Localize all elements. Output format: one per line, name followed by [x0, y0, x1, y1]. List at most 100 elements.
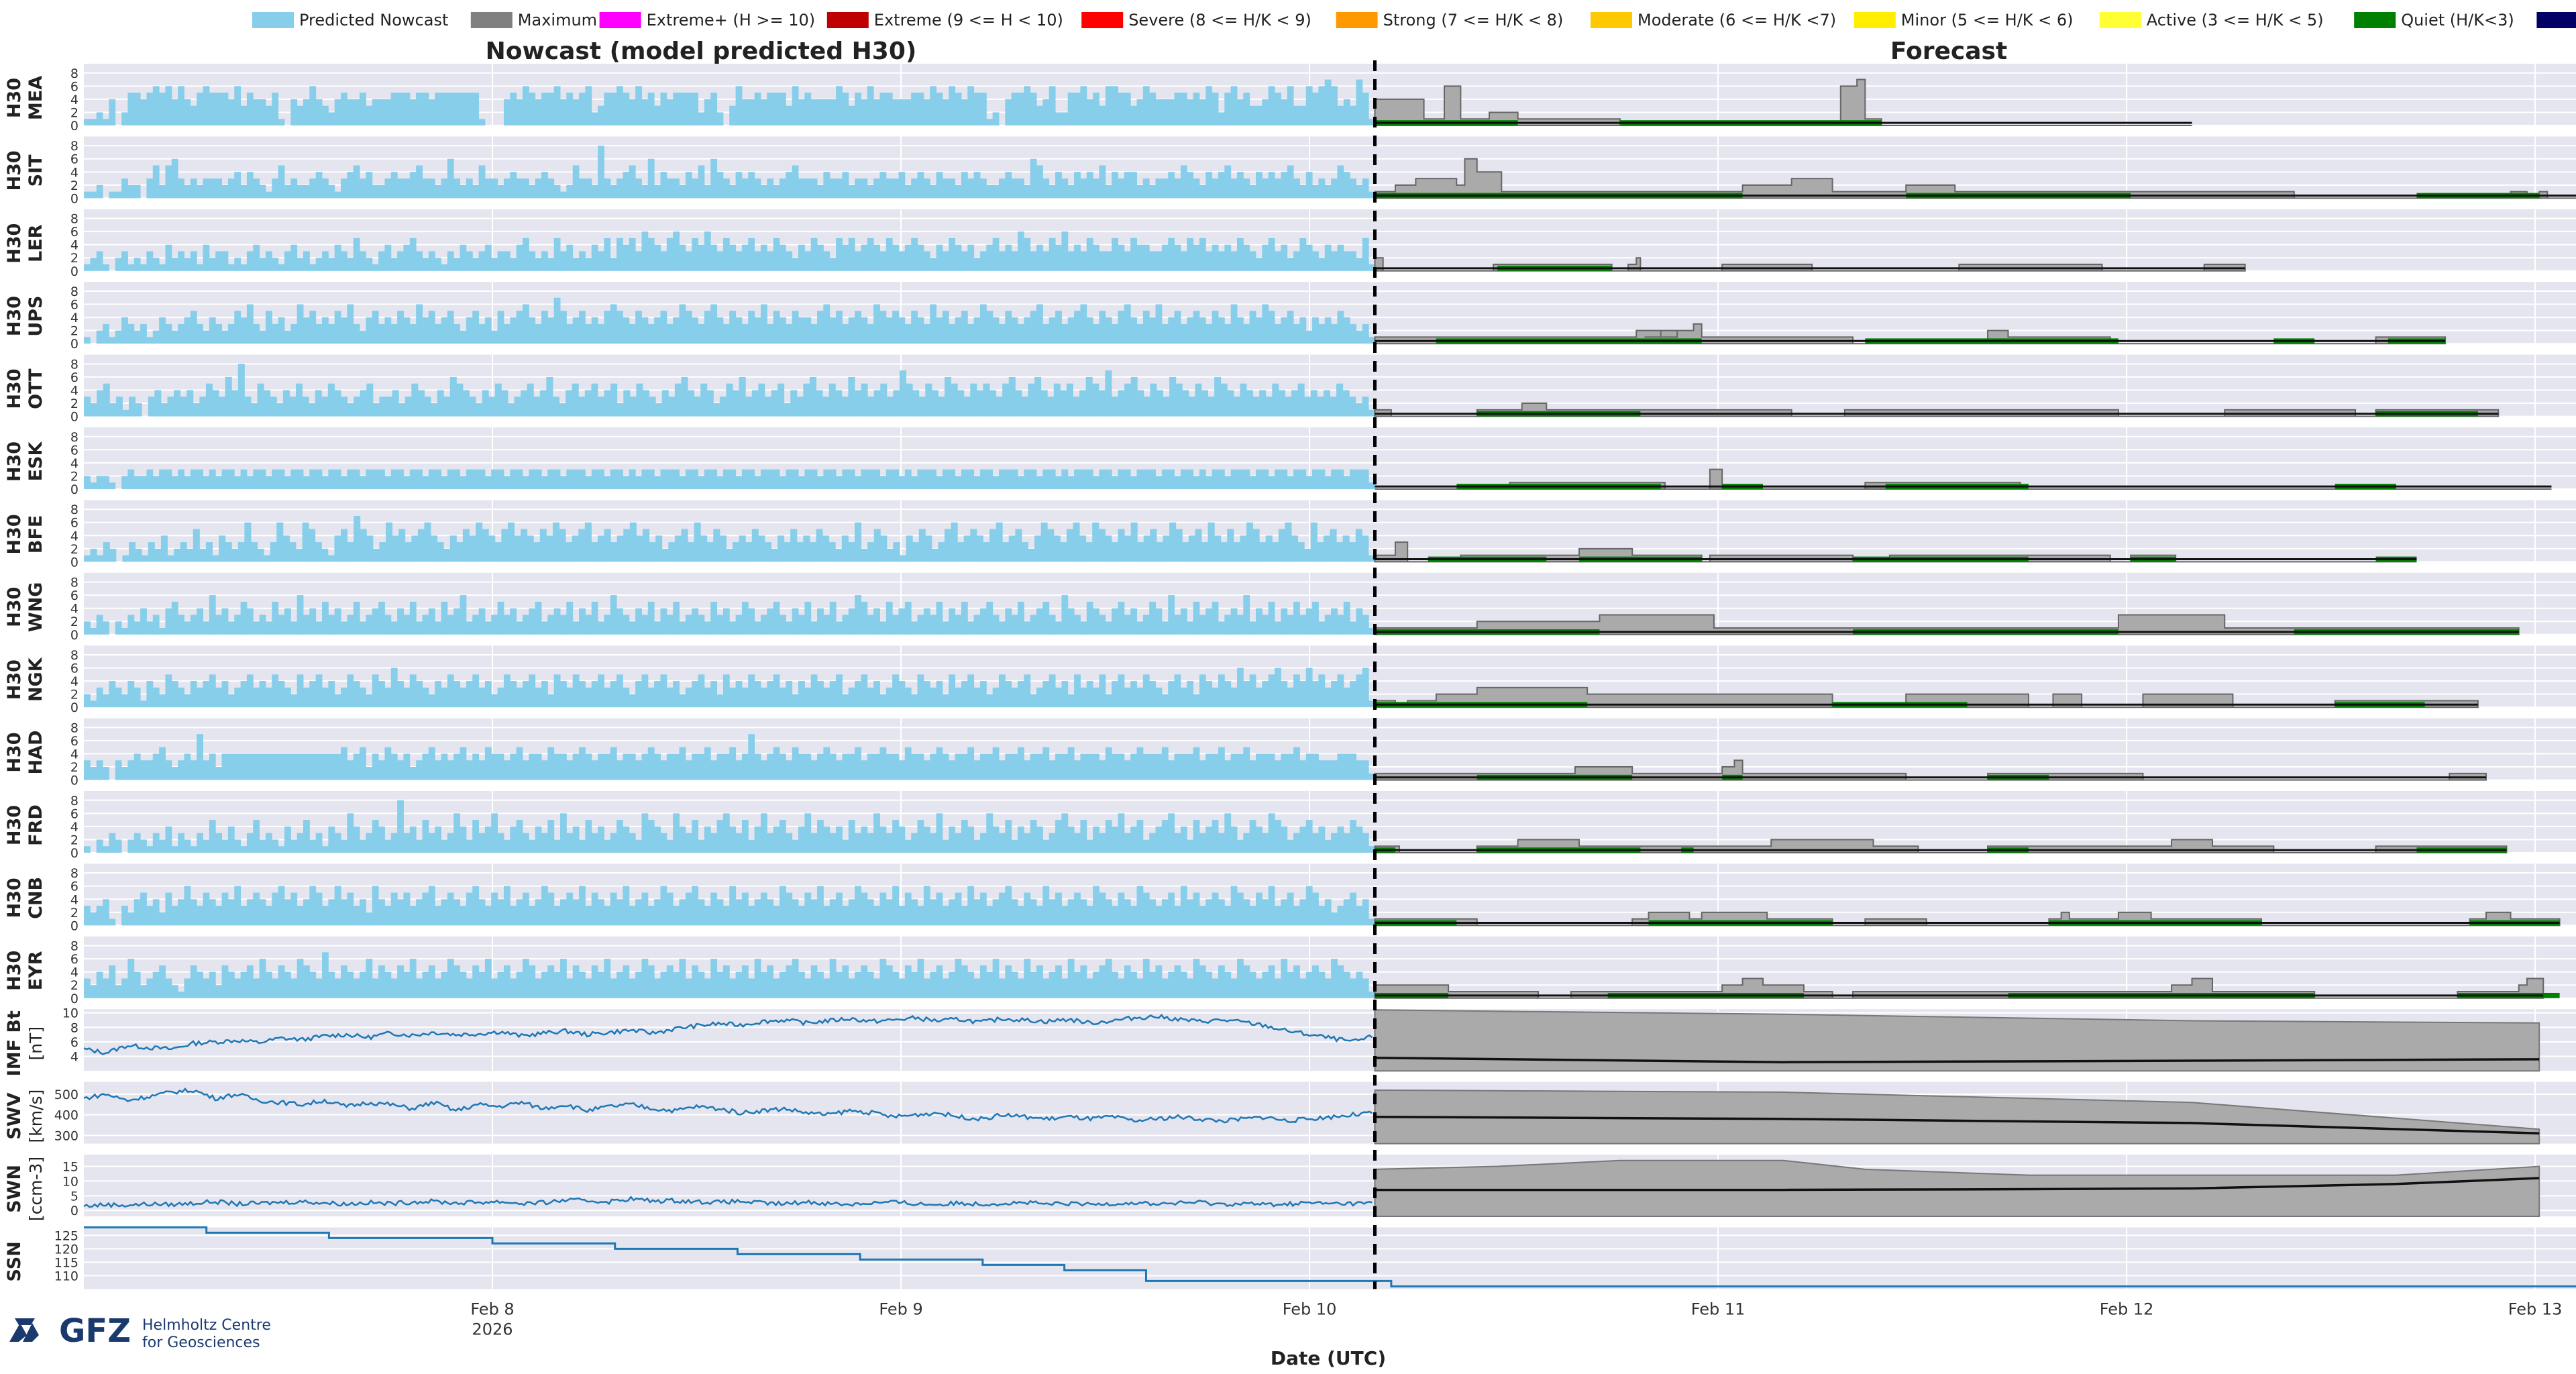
nowcast-bar	[1205, 608, 1213, 635]
nowcast-bar	[272, 93, 279, 125]
nowcast-bar	[1195, 383, 1202, 417]
nowcast-bar	[328, 899, 335, 926]
nowcast-bar	[1105, 694, 1112, 708]
nowcast-bar	[1230, 178, 1238, 199]
nowcast-bar	[1061, 231, 1069, 271]
nowcast-bar	[722, 237, 730, 271]
nowcast-bar	[1099, 165, 1106, 199]
nowcast-bar	[193, 529, 200, 562]
nowcast-bar	[1036, 965, 1043, 998]
nowcast-bar	[514, 535, 521, 562]
nowcast-bar	[986, 753, 994, 780]
nowcast-bar	[1118, 469, 1125, 489]
nowcast-bar	[96, 906, 103, 926]
nowcast-bar	[122, 409, 129, 417]
nowcast-bar	[516, 687, 523, 708]
nowcast-bar	[591, 965, 598, 998]
nowcast-bar	[892, 615, 899, 635]
nowcast-bar	[315, 892, 323, 926]
nowcast-bar	[1275, 906, 1281, 926]
nowcast-bar	[754, 317, 761, 344]
nowcast-bar	[930, 615, 937, 635]
panel-label: H30	[4, 659, 25, 700]
nowcast-bar	[1249, 311, 1256, 344]
nowcast-bar	[491, 813, 498, 853]
nowcast-bar	[366, 172, 373, 199]
nowcast-bar	[1275, 178, 1281, 199]
nowcast-bar	[265, 105, 272, 125]
nowcast-bar	[911, 178, 918, 199]
nowcast-bar	[1236, 469, 1244, 489]
nowcast-bar	[209, 317, 216, 344]
nowcast-bar	[278, 165, 285, 199]
nowcast-bar	[779, 615, 786, 635]
nowcast-bar	[1080, 687, 1087, 708]
nowcast-bar	[372, 311, 379, 344]
nowcast-bar	[735, 86, 743, 125]
nowcast-bar	[527, 383, 534, 417]
nowcast-bar	[460, 826, 467, 853]
nowcast-bar	[1275, 93, 1281, 125]
nowcast-bar	[641, 469, 649, 489]
nowcast-bar	[679, 244, 686, 271]
nowcast-bar	[1350, 621, 1356, 635]
nowcast-bar	[1350, 892, 1356, 926]
nowcast-bar	[1214, 535, 1222, 562]
nowcast-bar	[861, 674, 868, 708]
nowcast-bar	[892, 469, 899, 489]
nowcast-bar	[1224, 615, 1232, 635]
nowcast-bar	[1343, 971, 1350, 998]
nowcast-bar	[1331, 86, 1338, 125]
nowcast-bar	[1312, 833, 1319, 853]
nowcast-bar	[341, 965, 347, 998]
nowcast-bar	[372, 820, 379, 853]
nowcast-bar	[315, 621, 323, 635]
y-tick-label: 2	[70, 469, 78, 484]
nowcast-bar	[604, 615, 611, 635]
station-code: MEA	[25, 76, 46, 120]
nowcast-bar	[372, 403, 380, 417]
nowcast-bar	[973, 760, 981, 780]
nowcast-bar	[334, 978, 341, 998]
nowcast-bar	[96, 971, 103, 998]
nowcast-bar	[1350, 251, 1356, 271]
nowcast-bar	[1074, 760, 1081, 780]
nowcast-bar	[710, 681, 718, 708]
nowcast-bar	[1155, 251, 1163, 271]
nowcast-bar	[272, 978, 279, 998]
nowcast-bar	[180, 542, 187, 562]
nowcast-bar	[1220, 383, 1228, 417]
nowcast-bar	[992, 826, 1000, 853]
nowcast-bar	[215, 476, 223, 489]
nowcast-bar	[912, 390, 920, 417]
nowcast-bar	[1230, 687, 1238, 708]
nowcast-bar	[666, 178, 674, 199]
nowcast-bar	[861, 760, 868, 780]
nowcast-bar	[1028, 383, 1035, 417]
y-tick-label: 0	[70, 700, 78, 715]
nowcast-bar	[666, 99, 674, 125]
nowcast-bar	[284, 330, 291, 344]
nowcast-bar	[1255, 826, 1263, 853]
nowcast-bar	[1356, 906, 1363, 926]
nowcast-bar	[366, 469, 373, 489]
nowcast-bar	[441, 753, 448, 780]
nowcast-bar	[741, 820, 749, 853]
nowcast-bar	[998, 621, 1006, 635]
nowcast-bar	[1174, 615, 1181, 635]
nowcast-bar	[372, 99, 379, 125]
nowcast-bar	[259, 753, 266, 780]
nowcast-bar	[767, 469, 774, 489]
nowcast-bar	[741, 601, 749, 635]
nowcast-bar	[829, 258, 837, 271]
nowcast-bar	[234, 172, 241, 199]
nowcast-bar	[1061, 813, 1069, 853]
nowcast-bar	[97, 555, 104, 562]
nowcast-bar	[1118, 978, 1125, 998]
nowcast-bar	[403, 317, 411, 344]
nowcast-bar	[698, 244, 705, 271]
nowcast-bar	[1310, 522, 1318, 562]
nowcast-bar	[178, 615, 184, 635]
nowcast-bar	[553, 971, 561, 998]
